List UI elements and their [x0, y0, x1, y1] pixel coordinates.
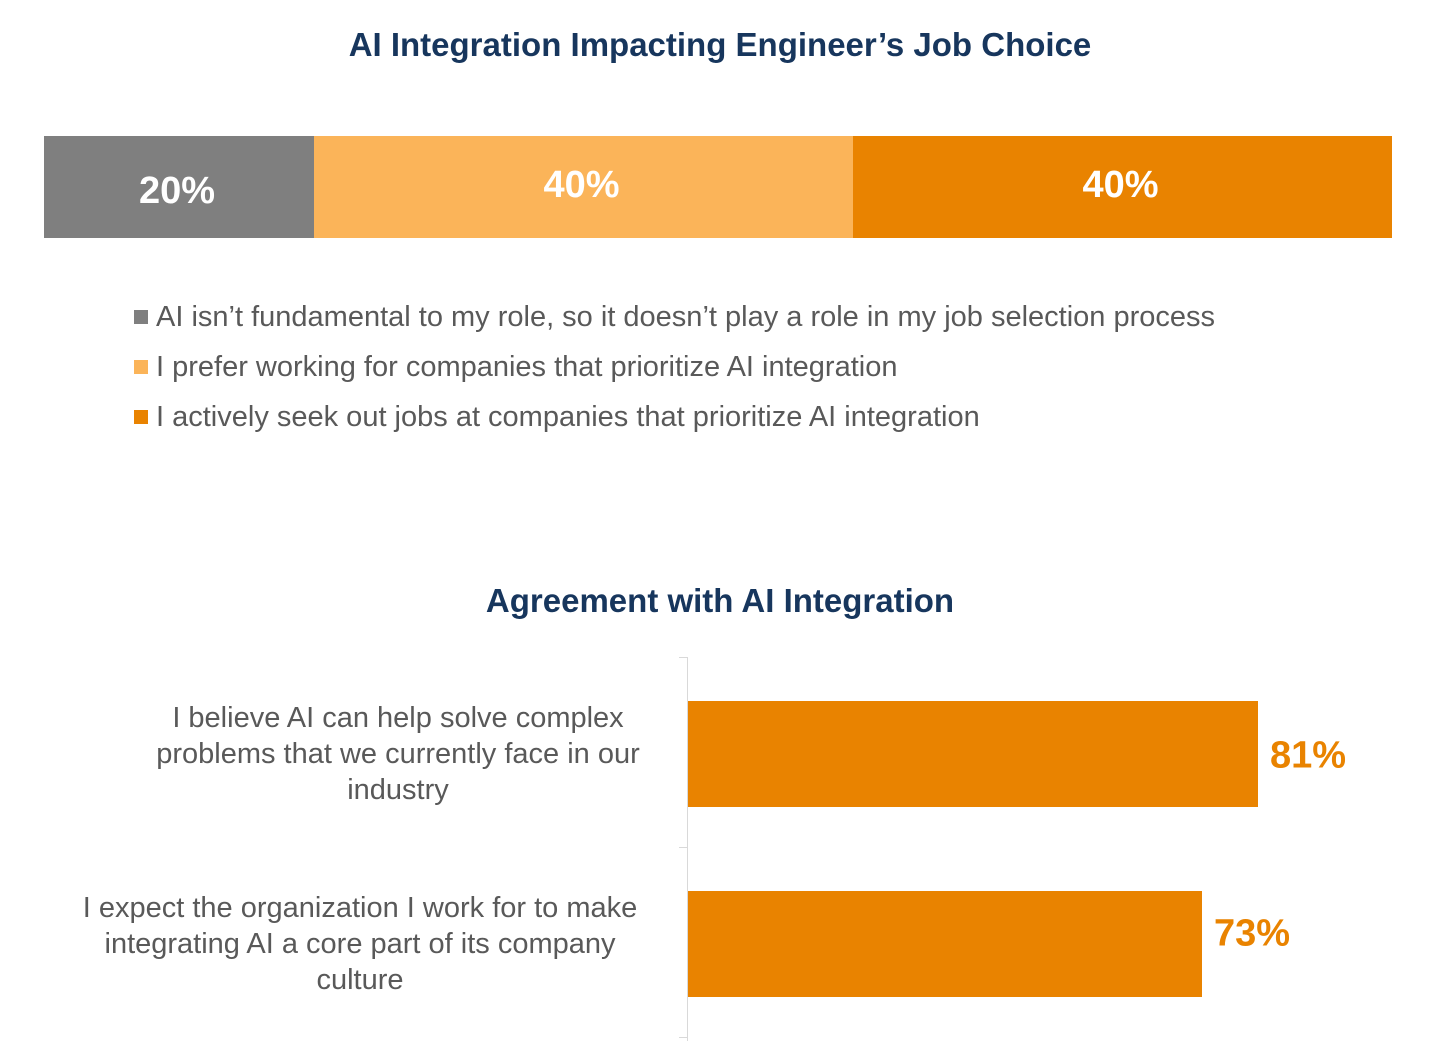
- legend-item: AI isn’t fundamental to my role, so it d…: [134, 292, 1215, 342]
- stacked-bar-value-label: 40%: [1082, 163, 1159, 206]
- category-label-line: integrating AI a core part of its compan…: [104, 928, 616, 960]
- category-label-line: problems that we currently face in our: [156, 738, 640, 770]
- axis-tick: [679, 657, 688, 658]
- legend: AI isn’t fundamental to my role, so it d…: [134, 292, 1215, 442]
- stacked-bar-segment-1: 20%: [44, 136, 314, 238]
- legend-swatch: [134, 360, 148, 374]
- legend-swatch: [134, 410, 148, 424]
- stacked-bar-segment-2: 40%: [314, 136, 853, 238]
- stacked-bar-value-label: 20%: [138, 169, 216, 212]
- chart-title-agreement: Agreement with AI Integration: [485, 582, 955, 619]
- axis-tick: [679, 1037, 688, 1038]
- stacked-bar-chart: 20% 40% 40%: [44, 136, 1392, 238]
- legend-label: AI isn’t fundamental to my role, so it d…: [156, 300, 1216, 333]
- legend-label: I actively seek out jobs at companies th…: [156, 400, 980, 433]
- chart-title-job-choice: AI Integration Impacting Engineer’s Job …: [348, 26, 1092, 63]
- legend-label: I prefer working for companies that prio…: [156, 350, 898, 383]
- legend-item: I actively seek out jobs at companies th…: [134, 392, 1215, 442]
- category-label-line: industry: [347, 774, 449, 806]
- category-label: I expect the organization I work for to …: [40, 890, 680, 998]
- agreement-bar-chart: I believe AI can help solve complex probl…: [0, 655, 1440, 1045]
- bar-value-label: 73%: [1214, 912, 1291, 955]
- bar: [688, 701, 1258, 807]
- axis-tick: [679, 847, 688, 848]
- stacked-bar-value-label: 40%: [543, 163, 620, 206]
- category-axis-line: [687, 657, 688, 1041]
- legend-item: I prefer working for companies that prio…: [134, 342, 1215, 392]
- stacked-bar-segment-3: 40%: [853, 136, 1392, 238]
- category-label-line: I believe AI can help solve complex: [172, 702, 624, 734]
- bar: [688, 891, 1202, 997]
- category-label-line: I expect the organization I work for to …: [82, 892, 638, 924]
- bar-value-label: 81%: [1270, 734, 1347, 777]
- legend-swatch: [134, 310, 148, 324]
- category-label-line: culture: [316, 964, 404, 996]
- category-label: I believe AI can help solve complex probl…: [78, 700, 718, 808]
